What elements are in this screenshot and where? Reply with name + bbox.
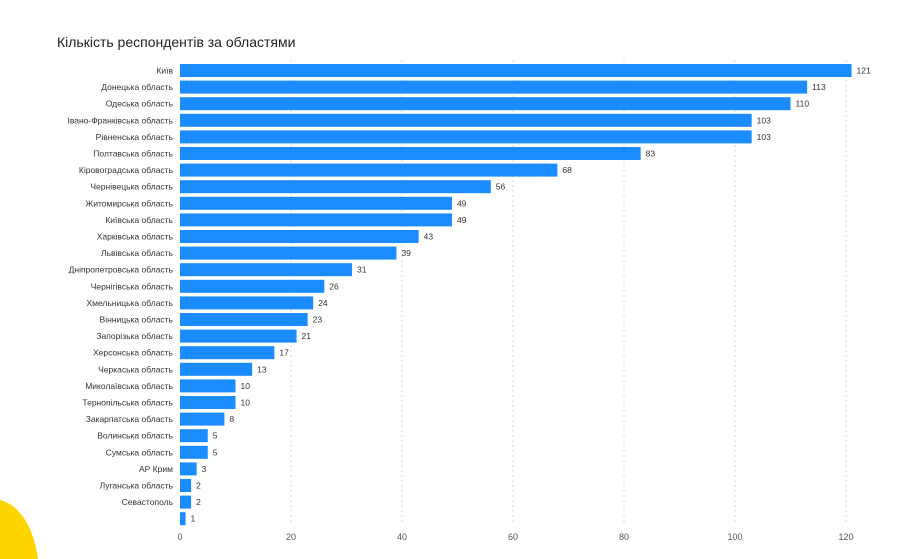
- chart-title: Кількість респондентів за областями: [57, 34, 296, 50]
- category-label: Київська область: [105, 215, 173, 225]
- data-label: 21: [302, 331, 312, 341]
- data-label: 24: [318, 298, 328, 308]
- bar: [180, 346, 275, 360]
- x-tick-label: 60: [508, 532, 518, 542]
- data-label: 5: [213, 447, 218, 457]
- category-label: Кіровоградська область: [79, 165, 174, 175]
- x-tick-label: 100: [727, 532, 742, 542]
- bar: [180, 113, 752, 127]
- data-label: 2: [196, 497, 201, 507]
- bar: [180, 445, 208, 459]
- data-label: 121: [857, 66, 871, 76]
- x-tick-label: 40: [397, 532, 407, 542]
- data-label: 110: [796, 99, 810, 109]
- bar: [180, 196, 452, 210]
- category-label: Сумська область: [106, 447, 174, 457]
- data-label: 1: [191, 514, 196, 524]
- bar: [180, 279, 325, 293]
- bar: [180, 379, 236, 393]
- data-label: 39: [401, 248, 411, 258]
- data-label: 113: [812, 82, 826, 92]
- bar: [180, 163, 558, 177]
- x-tick-label: 120: [838, 532, 853, 542]
- bar: [180, 246, 397, 260]
- bar: [180, 263, 353, 277]
- bar: [180, 130, 752, 144]
- bar: [180, 230, 419, 243]
- category-label: Миколаївська область: [85, 381, 173, 391]
- x-tick-label: 20: [286, 532, 296, 542]
- bar: [180, 180, 491, 194]
- bar: [180, 396, 236, 409]
- category-label: АР Крим: [139, 464, 173, 474]
- bar: [180, 213, 452, 227]
- category-label: Донецька область: [101, 82, 173, 92]
- bar: [180, 147, 641, 160]
- data-label: 103: [757, 132, 771, 142]
- category-label: Черкаська область: [98, 364, 173, 374]
- category-label: Івано-Франківська область: [67, 115, 173, 125]
- bar: [180, 64, 852, 77]
- data-label: 23: [313, 315, 323, 325]
- data-label: 3: [202, 464, 207, 474]
- category-label: Волинська область: [97, 431, 173, 441]
- data-label: 49: [457, 215, 467, 225]
- data-label: 43: [424, 232, 434, 242]
- data-label: 31: [357, 265, 367, 275]
- bar: [180, 329, 297, 343]
- bar: [180, 479, 192, 492]
- data-label: 49: [457, 198, 467, 208]
- bar: [180, 495, 192, 509]
- data-label: 10: [241, 381, 251, 391]
- data-label: 103: [757, 115, 771, 125]
- category-label: Дніпропетровська область: [69, 265, 174, 275]
- category-label: Чернігівська область: [91, 281, 174, 291]
- category-label: Тернопільська область: [82, 398, 173, 408]
- bar: [180, 412, 225, 426]
- category-label: Запорізька область: [96, 331, 173, 341]
- bar: [180, 362, 253, 376]
- bar: [180, 80, 808, 94]
- category-label: Львівська область: [101, 248, 174, 258]
- category-label: Харківська область: [97, 232, 174, 242]
- bar: [180, 512, 186, 526]
- x-tick-label: 0: [177, 532, 182, 542]
- bar: [180, 296, 314, 310]
- category-label: Хмельницька область: [86, 298, 173, 308]
- bar: [180, 313, 308, 326]
- category-label: Рівненська область: [96, 132, 174, 142]
- category-label: Київ: [156, 66, 173, 76]
- data-label: 26: [329, 281, 339, 291]
- category-label: Одеська область: [106, 99, 174, 109]
- bar: [180, 462, 197, 476]
- category-label: Закарпатська область: [86, 414, 174, 424]
- bar: [180, 429, 208, 443]
- x-tick-label: 80: [619, 532, 629, 542]
- data-label: 5: [213, 431, 218, 441]
- data-label: 56: [496, 182, 506, 192]
- data-label: 13: [257, 364, 267, 374]
- category-label: Чернівецька область: [90, 182, 173, 192]
- bar: [180, 97, 791, 111]
- data-label: 17: [279, 348, 289, 358]
- category-label: Полтавська область: [93, 149, 173, 159]
- category-label: Луганська область: [100, 481, 174, 491]
- data-label: 8: [229, 414, 234, 424]
- data-label: 2: [196, 481, 201, 491]
- category-label: Херсонська область: [93, 348, 174, 358]
- category-label: Вінницька область: [100, 315, 174, 325]
- data-label: 83: [646, 149, 656, 159]
- data-label: 10: [241, 398, 251, 408]
- category-label: Житомирська область: [85, 198, 173, 208]
- category-label: Севастополь: [122, 497, 174, 507]
- data-label: 68: [562, 165, 572, 175]
